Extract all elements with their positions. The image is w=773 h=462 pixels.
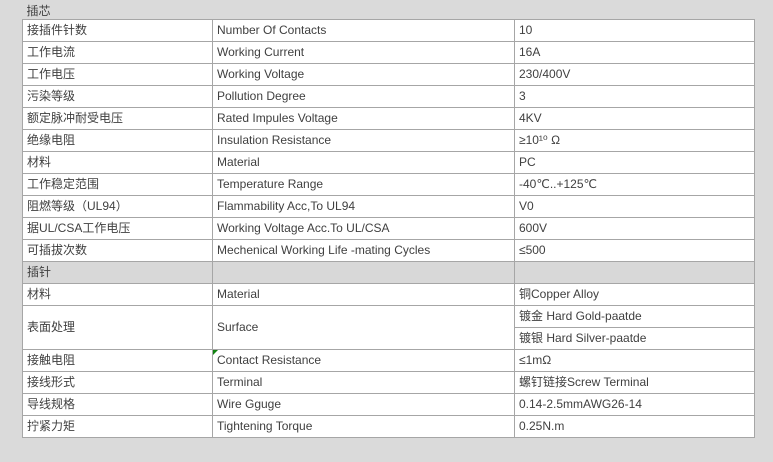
spec-row: 工作电流 Working Current 16A (22, 41, 755, 64)
spec-label-en: Working Voltage Acc.To UL/CSA (212, 217, 515, 240)
spec-value: ≤500 (514, 239, 755, 262)
spec-label-cn: 拧紧力矩 (22, 415, 213, 438)
spec-label-en: Tightening Torque (212, 415, 515, 438)
spec-row: 工作电压 Working Voltage 230/400V (22, 63, 755, 86)
spec-value: 230/400V (514, 63, 755, 86)
spec-value: 镀金 Hard Gold-paatde (514, 305, 755, 328)
spec-value: 4KV (514, 107, 755, 130)
spec-value: V0 (514, 195, 755, 218)
spec-label-cn: 据UL/CSA工作电压 (22, 217, 213, 240)
spec-label-en: Material (212, 151, 515, 174)
spec-value: 16A (514, 41, 755, 64)
spec-row: 额定脉冲耐受电压 Rated Impules Voltage 4KV (22, 107, 755, 130)
spec-label-cn: 工作稳定范围 (22, 173, 213, 196)
section-header-row-insert: 插芯 (23, 3, 755, 20)
spec-value: 0.14-2.5mmAWG26-14 (514, 393, 755, 416)
spec-row: 可插拔次数 Mechenical Working Life -mating Cy… (22, 239, 755, 262)
spec-label-en: Number Of Contacts (212, 19, 515, 42)
spec-row: 工作稳定范围 Temperature Range -40℃..+125℃ (22, 173, 755, 196)
spec-row: 接插件针数 Number Of Contacts 10 (22, 19, 755, 42)
spec-value: PC (514, 151, 755, 174)
spec-label-cn: 材料 (22, 283, 213, 306)
spec-label-cn: 接插件针数 (22, 19, 213, 42)
spec-label-cn: 接触电阻 (22, 349, 213, 372)
spec-label-en: Working Voltage (212, 63, 515, 86)
spec-row: 据UL/CSA工作电压 Working Voltage Acc.To UL/CS… (22, 217, 755, 240)
spec-row: 材料 Material 铜Copper Alloy (22, 283, 755, 306)
spec-label-cn: 表面处理 (22, 305, 213, 350)
spec-label-cn: 工作电流 (22, 41, 213, 64)
spec-table: 插芯 接插件针数 Number Of Contacts 10 工作电流 Work… (22, 3, 755, 438)
spec-value: -40℃..+125℃ (514, 173, 755, 196)
page: { "colors": { "page_background": "#dadad… (0, 3, 773, 462)
cell-comment-marker-icon (213, 350, 218, 355)
spec-label-en: Rated Impules Voltage (212, 107, 515, 130)
spec-row: 导线规格 Wire Gguge 0.14-2.5mmAWG26-14 (22, 393, 755, 416)
spec-label-cn: 污染等级 (22, 85, 213, 108)
spec-value: 螺钉链接Screw Terminal (514, 371, 755, 394)
section-title: 插针 (22, 261, 213, 284)
spec-label-cn: 额定脉冲耐受电压 (22, 107, 213, 130)
section-header-row-pin: 插针 (22, 261, 755, 284)
spec-label-en: Flammability Acc,To UL94 (212, 195, 515, 218)
spec-value: 600V (514, 217, 755, 240)
spec-label-cn: 导线规格 (22, 393, 213, 416)
spec-label-en: Wire Gguge (212, 393, 515, 416)
spec-label-en: Surface (212, 305, 515, 350)
spec-value: 10 (514, 19, 755, 42)
spec-label-en: Mechenical Working Life -mating Cycles (212, 239, 515, 262)
spec-row-surface: 镀银 Hard Silver-paatde (23, 327, 755, 350)
spec-value: 3 (514, 85, 755, 108)
spec-row: 拧紧力矩 Tightening Torque 0.25N.m (22, 415, 755, 438)
spec-value: 镀银 Hard Silver-paatde (514, 327, 755, 350)
spec-label-cn: 工作电压 (22, 63, 213, 86)
spec-row: 污染等级 Pollution Degree 3 (22, 85, 755, 108)
section-header-empty-cell (514, 261, 755, 284)
spec-row: 接线形式 Terminal 螺钉链接Screw Terminal (22, 371, 755, 394)
section-title: 插芯 (26, 3, 51, 18)
spec-row: 材料 Material PC (22, 151, 755, 174)
spec-label-en: Terminal (212, 371, 515, 394)
spec-label-en: Temperature Range (212, 173, 515, 196)
spec-label-en: Working Current (212, 41, 515, 64)
section-header-empty-cell (212, 261, 515, 284)
spec-value: ≥10¹⁰ Ω (514, 129, 755, 152)
spec-label-cn: 阻燃等级（UL94） (22, 195, 213, 218)
spec-row: 阻燃等级（UL94） Flammability Acc,To UL94 V0 (22, 195, 755, 218)
spec-row: 绝缘电阻 Insulation Resistance ≥10¹⁰ Ω (22, 129, 755, 152)
spec-label-en-text: Contact Resistance (217, 353, 322, 367)
spec-label-en: Insulation Resistance (212, 129, 515, 152)
spec-label-cn: 可插拔次数 (22, 239, 213, 262)
spec-label-en: Contact Resistance (212, 349, 515, 372)
spec-row: 接触电阻 Contact Resistance ≤1mΩ (22, 349, 755, 372)
spec-value: 铜Copper Alloy (514, 283, 755, 306)
spec-value: ≤1mΩ (514, 349, 755, 372)
spec-label-en: Material (212, 283, 515, 306)
spec-label-cn: 接线形式 (22, 371, 213, 394)
spec-value: 0.25N.m (514, 415, 755, 438)
spec-label-en: Pollution Degree (212, 85, 515, 108)
spec-label-cn: 材料 (22, 151, 213, 174)
spec-label-cn: 绝缘电阻 (22, 129, 213, 152)
spec-row-surface: 表面处理 Surface 镀金 Hard Gold-paatde (22, 305, 755, 350)
